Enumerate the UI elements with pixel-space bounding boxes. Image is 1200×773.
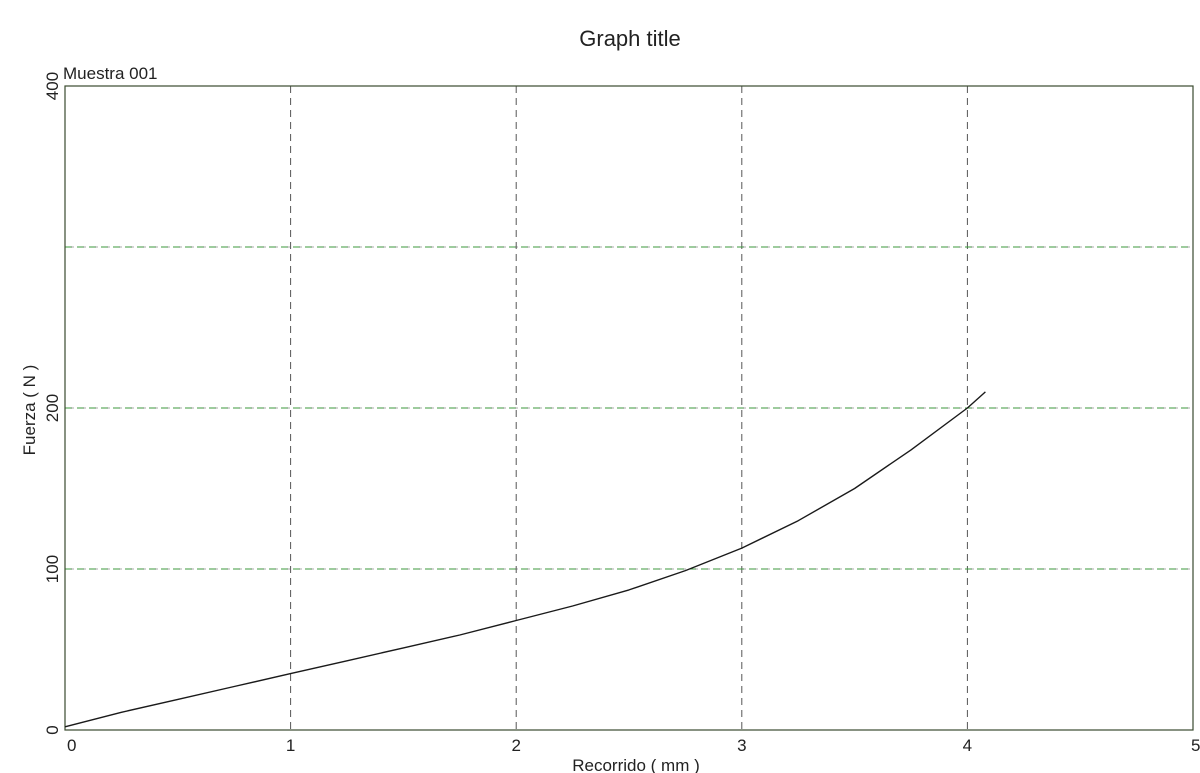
y-tick-label: 100 <box>43 555 62 583</box>
x-tick-label: 4 <box>963 736 972 755</box>
y-axis-title: Fuerza ( N ) <box>20 365 39 456</box>
grid <box>65 86 1193 730</box>
y-tick-labels: 0 100 200 400 <box>43 72 62 735</box>
y-tick-label: 200 <box>43 394 62 422</box>
x-tick-label: 2 <box>511 736 520 755</box>
y-tick-label: 0 <box>43 725 62 734</box>
data-series <box>64 391 986 728</box>
y-tick-label: 400 <box>43 72 62 100</box>
chart-title: Graph title <box>579 26 681 51</box>
x-tick-label: 3 <box>737 736 746 755</box>
plot-border <box>64 85 1194 731</box>
x-tick-labels: 0 1 2 3 4 5 <box>67 736 1200 755</box>
sample-label: Muestra 001 <box>63 64 158 83</box>
series-line <box>64 391 986 728</box>
x-tick-label: 5 <box>1191 736 1200 755</box>
plot-frame <box>64 85 1194 731</box>
x-axis-title: Recorrido ( mm ) <box>572 756 700 773</box>
x-tick-label: 1 <box>286 736 295 755</box>
x-tick-label: 0 <box>67 736 76 755</box>
